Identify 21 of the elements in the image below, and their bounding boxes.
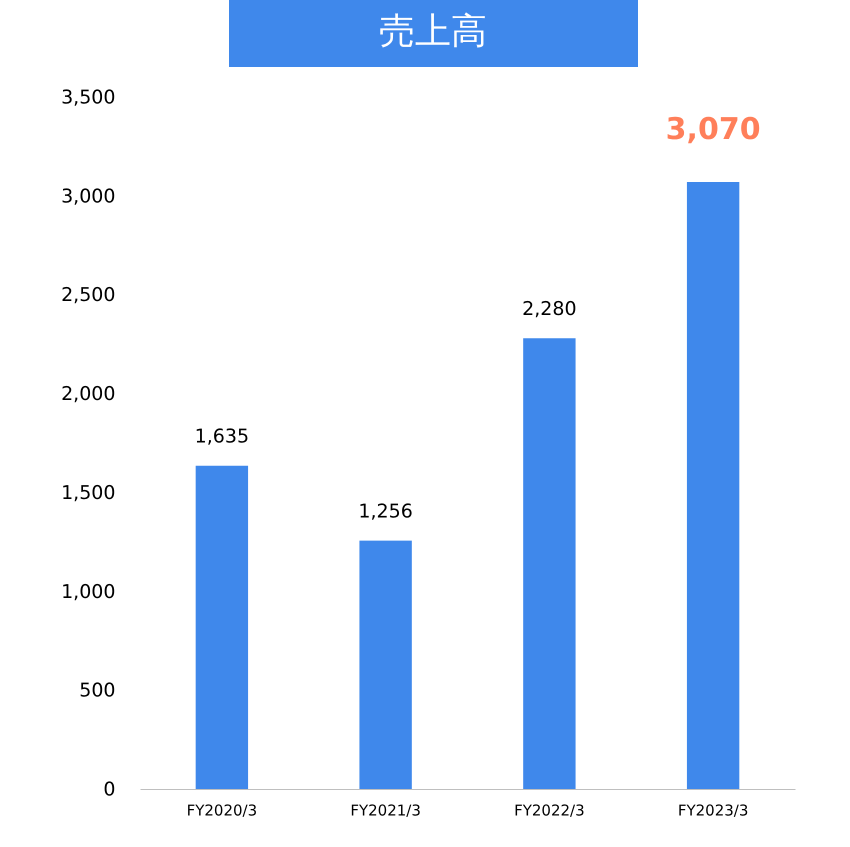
data-label: 1,635	[194, 426, 250, 448]
x-tick-label: FY2022/3	[514, 802, 585, 820]
y-tick-label: 2,500	[61, 284, 116, 306]
data-label: 3,070	[666, 112, 761, 148]
bar	[359, 540, 412, 789]
y-tick-label: 3,000	[61, 185, 116, 208]
y-tick-label: 2,000	[61, 383, 116, 406]
bar	[196, 466, 248, 789]
y-tick-label: 3,500	[61, 86, 116, 108]
data-label: 2,280	[522, 298, 577, 320]
x-tick-label: FY2020/3	[186, 802, 258, 820]
bar	[686, 182, 740, 789]
x-tick-label: FY2023/3	[678, 802, 748, 820]
y-tick-label: 1,500	[61, 482, 116, 504]
y-tick-label: 0	[103, 778, 116, 800]
data-label: 1,256	[358, 500, 413, 523]
x-tick-label: FY2021/3	[350, 802, 421, 820]
y-tick-label: 1,000	[61, 580, 116, 603]
y-tick-label: 500	[79, 680, 116, 702]
chart-title: 売上高	[379, 11, 487, 52]
bar	[523, 338, 576, 789]
